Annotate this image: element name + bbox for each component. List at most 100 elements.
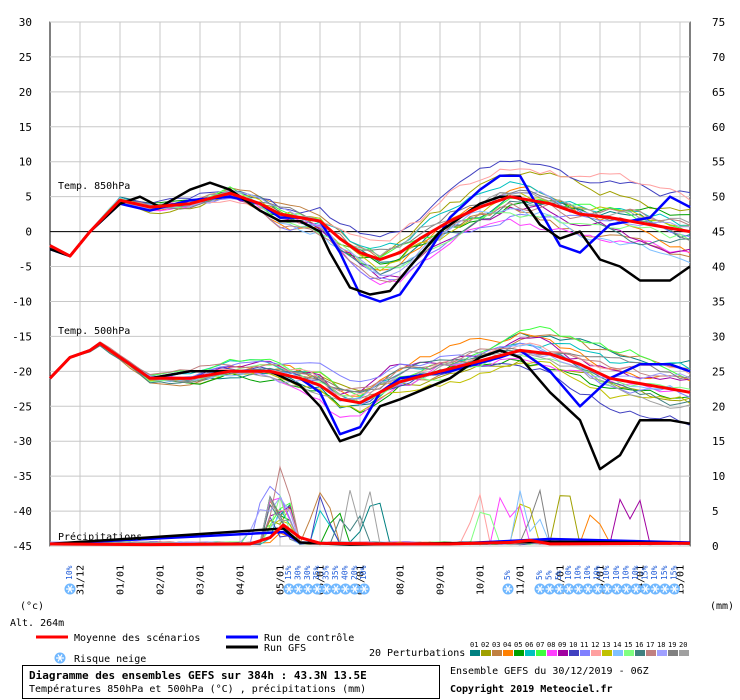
- perturbation-number: 03: [492, 641, 500, 649]
- snow-risk-percent: 35%: [331, 565, 340, 580]
- perturbation-number: 07: [536, 641, 544, 649]
- perturbation-color-chip: [569, 650, 579, 656]
- perturbation-color-chip: [657, 650, 667, 656]
- perturbation-10-t850: [49, 160, 691, 257]
- left-tick-label: -10: [12, 295, 32, 308]
- x-tick-label: 06/01: [315, 565, 326, 595]
- perturbation-number: 04: [503, 641, 511, 649]
- snowflake-icon: [668, 583, 680, 595]
- x-tick-label: 12/01: [555, 565, 566, 595]
- left-tick-label: 10: [19, 156, 32, 169]
- right-tick-label: 75: [712, 16, 725, 29]
- perturbation-number: 13: [602, 641, 610, 649]
- snow-risk-percent: 5%: [535, 570, 544, 580]
- snowflake-arm: [305, 585, 311, 593]
- perturbation-number: 10: [569, 641, 577, 649]
- panel-label-t850: Temp. 850hPa: [58, 181, 130, 192]
- snowflake-arm: [342, 585, 348, 593]
- left-tick-label: -25: [12, 400, 32, 413]
- legend-perturbations-label: 20 Perturbations: [369, 648, 465, 659]
- right-tick-label: 25: [712, 365, 725, 378]
- legend-gfs-label: Run GFS: [264, 643, 306, 654]
- snowflake-icon: [502, 583, 514, 595]
- snow-risk-percent: 30%: [293, 565, 302, 580]
- snowflake-icon: [620, 583, 632, 595]
- snowflake-arm: [352, 585, 358, 593]
- footer-box: Diagramme des ensembles GEFS sur 384h : …: [22, 665, 440, 699]
- mean-precip-line: [49, 523, 691, 547]
- perturbation-color-chip: [613, 650, 623, 656]
- snowflake-arm: [57, 654, 63, 662]
- snowflake-arm: [556, 585, 562, 593]
- perturbation-number: 09: [558, 641, 566, 649]
- snowflake-icon: [358, 583, 370, 595]
- snowflake-arm: [595, 585, 601, 593]
- perturbation-color-chip: [646, 650, 656, 656]
- perturbation-number: 16: [635, 641, 643, 649]
- snow-risk-percent: 35%: [312, 565, 321, 580]
- snow-risk-percent: 30%: [303, 565, 312, 580]
- x-tick-label: 07/01: [355, 565, 366, 595]
- x-tick-label: 03/01: [195, 565, 206, 595]
- snowflake-arm: [505, 585, 511, 593]
- right-tick-label: 15: [712, 435, 725, 448]
- snow-risk-percent: 10%: [593, 565, 602, 580]
- perturbation-color-chip: [503, 650, 513, 656]
- perturbation-color-chip: [558, 650, 568, 656]
- x-tick-label: 08/01: [395, 565, 406, 595]
- snow-risk-percent: 20%: [350, 565, 359, 580]
- copyright: Copyright 2019 Meteociel.fr: [450, 684, 613, 695]
- perturbation-color-chip: [624, 650, 634, 656]
- left-tick-label: -45: [12, 540, 32, 553]
- perturbation-color-chip: [602, 650, 612, 656]
- left-tick-label: -20: [12, 365, 32, 378]
- left-tick-label: 0: [25, 226, 32, 239]
- legend-snow-icon: [54, 652, 66, 664]
- snowflake-arm: [295, 585, 301, 593]
- snowflake-icon: [582, 583, 594, 595]
- x-tick-label: 02/01: [155, 565, 166, 595]
- x-tick-label: 15/01: [675, 565, 686, 595]
- snow-risk-percent: 5%: [554, 570, 563, 580]
- snowflake-arm: [623, 585, 629, 593]
- perturbation-number: 18: [657, 641, 665, 649]
- x-tick-label: 01/01: [115, 565, 126, 595]
- legend-snow-label: Risque neige: [74, 654, 146, 665]
- perturbation-color-chip: [580, 650, 590, 656]
- right-tick-label: 40: [712, 261, 725, 274]
- plot-frame: [49, 21, 691, 547]
- panel-label-t500: Temp. 500hPa: [58, 326, 130, 337]
- snowflake-icon: [292, 583, 304, 595]
- snowflake-icon: [572, 583, 584, 595]
- right-tick-label: 50: [712, 191, 725, 204]
- x-tick-label: 10/01: [475, 565, 486, 595]
- right-tick-label: 35: [712, 295, 725, 308]
- left-tick-label: -5: [19, 261, 32, 274]
- snowflake-arm: [333, 585, 339, 593]
- footer-title: Diagramme des ensembles GEFS sur 384h : …: [29, 669, 367, 682]
- perturbation-color-chip: [525, 650, 535, 656]
- right-axis-unit: (mm): [710, 601, 734, 612]
- snowflake-icon: [311, 583, 323, 595]
- snowflake-icon: [330, 583, 342, 595]
- snowflake-icon: [339, 583, 351, 595]
- perturbation-number: 02: [481, 641, 489, 649]
- perturbation-number: 20: [679, 641, 687, 649]
- perturbation-color-chip: [481, 650, 491, 656]
- snowflake-arm: [662, 585, 668, 593]
- snowflake-arm: [604, 585, 610, 593]
- snowflake-icon: [283, 583, 295, 595]
- snowflake-arm: [566, 585, 572, 593]
- right-tick-label: 20: [712, 400, 725, 413]
- left-axis-unit: (°c): [20, 601, 44, 612]
- perturbation-03-t500: [49, 334, 691, 401]
- snow-risk-percent: 15%: [641, 565, 650, 580]
- legend-mean-label: Moyenne des scénarios: [74, 632, 200, 644]
- left-tick-label: 30: [19, 16, 32, 29]
- perturbation-17-t500: [49, 341, 691, 392]
- chart-grid: [49, 21, 691, 547]
- perturbation-color-chip: [536, 650, 546, 656]
- perturbation-number: 06: [525, 641, 533, 649]
- snowflake-icon: [544, 583, 556, 595]
- perturbation-number: 17: [646, 641, 654, 649]
